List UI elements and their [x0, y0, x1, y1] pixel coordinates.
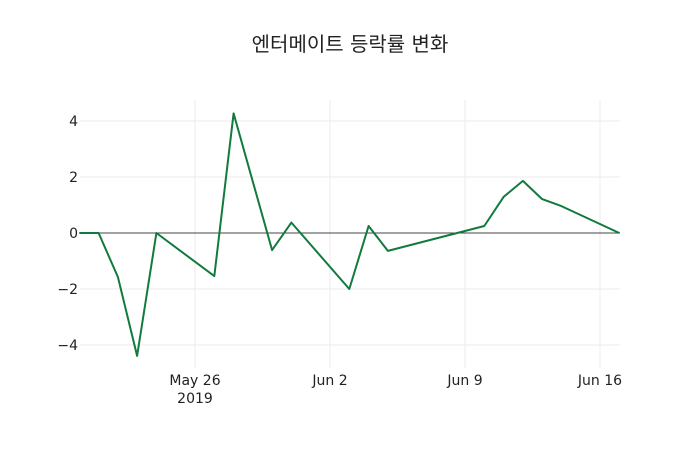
y-tick-label: 0	[69, 226, 78, 242]
x-tick-label: Jun 16	[577, 373, 622, 389]
x-tick-label: May 26	[169, 373, 220, 389]
x-tick-label: Jun 2	[311, 373, 347, 389]
y-tick-label: 4	[69, 114, 78, 130]
data-line[interactable]	[79, 112, 620, 357]
series-line[interactable]	[79, 112, 620, 357]
gridlines	[80, 100, 620, 368]
chart-title: 엔터메이트 등락률 변화	[251, 32, 449, 56]
x-tick-label: Jun 9	[446, 373, 482, 389]
y-tick-label: −4	[57, 338, 78, 354]
y-tick-label: 2	[69, 170, 78, 186]
y-axis-tick-labels: 4 2 0 −2 −4	[57, 114, 78, 354]
x-tick-year-label: 2019	[177, 391, 213, 407]
x-axis-tick-labels: May 26 Jun 2 Jun 9 Jun 16 2019	[169, 373, 622, 407]
y-tick-label: −2	[57, 282, 78, 298]
